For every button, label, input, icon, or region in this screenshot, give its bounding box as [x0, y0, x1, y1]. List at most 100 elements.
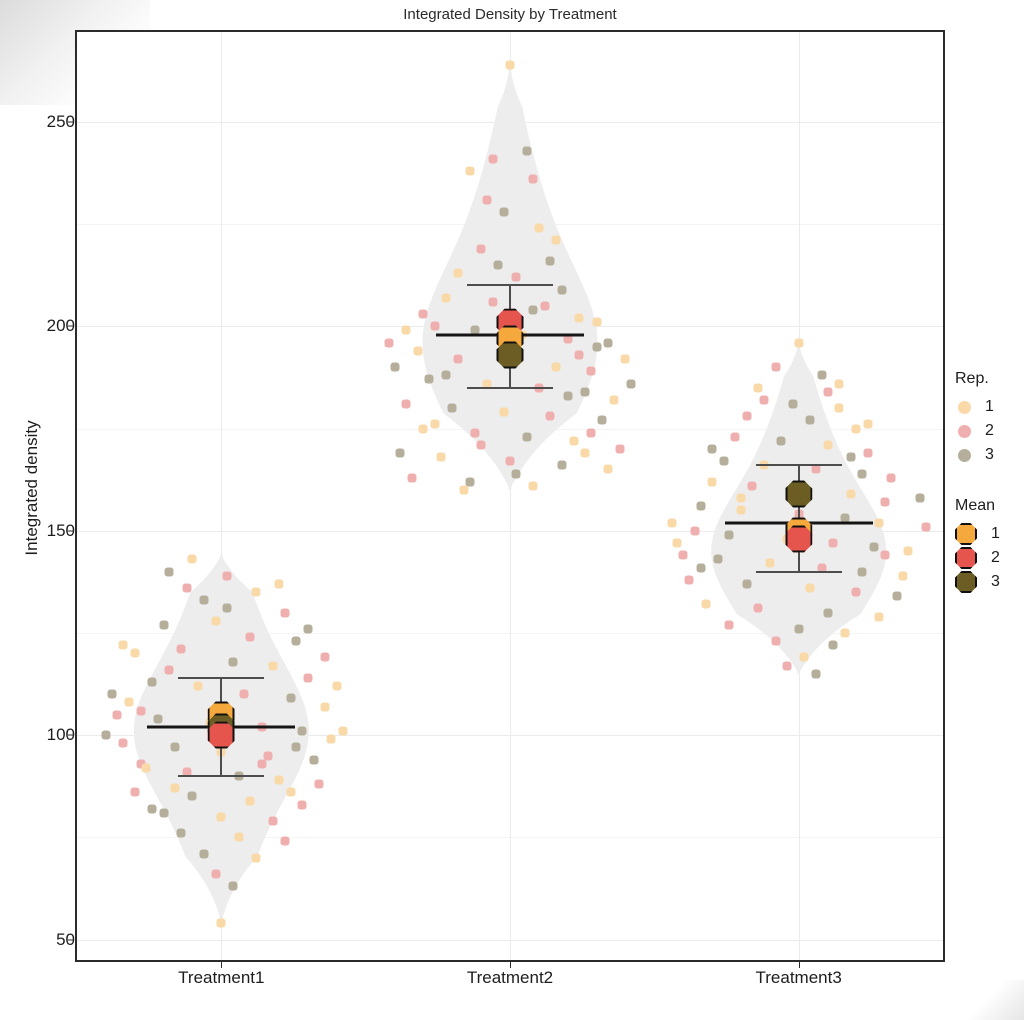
- jitter-point: [863, 419, 873, 429]
- jitter-point: [141, 763, 151, 773]
- violin-treatment2: [422, 64, 598, 490]
- jitter-point: [476, 440, 486, 450]
- y-tick-mark: [68, 325, 74, 327]
- jitter-point: [488, 154, 498, 164]
- jitter-point: [332, 681, 342, 691]
- jitter-point: [465, 477, 475, 487]
- jitter-point: [136, 759, 145, 769]
- mean-marker-rep-2[interactable]: [785, 525, 813, 553]
- jitter-point: [199, 849, 209, 859]
- y-tick-mark: [68, 939, 74, 941]
- y-tick-label: 250: [46, 111, 75, 131]
- jitter-point: [609, 395, 619, 405]
- jitter-point: [176, 644, 186, 654]
- jitter-point: [742, 411, 752, 421]
- jitter-point: [407, 473, 417, 483]
- jitter-point: [482, 195, 492, 205]
- jitter-point: [303, 673, 313, 683]
- jitter-point: [257, 759, 267, 769]
- jitter-point: [182, 767, 192, 777]
- legend-block-rep: Rep. 1 2 3: [955, 370, 1024, 467]
- legend-item-mean-3[interactable]: 3: [955, 570, 1024, 594]
- jitter-point: [511, 469, 521, 478]
- jitter-point: [898, 571, 908, 581]
- y-tick-label: 50: [56, 929, 75, 949]
- jitter-point: [211, 869, 221, 879]
- jitter-point: [453, 354, 463, 364]
- jitter-point: [557, 285, 567, 295]
- jitter-point: [707, 477, 717, 487]
- legend-title-mean: Mean: [955, 497, 996, 514]
- mean-marker-rep-3[interactable]: [785, 480, 813, 508]
- jitter-point: [874, 518, 884, 528]
- jitter-point: [765, 558, 775, 568]
- jitter-point: [320, 702, 330, 712]
- legend-item-mean-1[interactable]: 1: [955, 522, 1024, 546]
- y-axis-title: Integrated density: [22, 420, 41, 556]
- jitter-point: [395, 448, 405, 458]
- jitter-point: [228, 881, 238, 891]
- jitter-point: [620, 354, 630, 364]
- legend-label-rep-2: 2: [985, 422, 994, 439]
- jitter-point: [684, 575, 694, 585]
- jitter-point: [759, 395, 769, 405]
- jitter-point: [291, 636, 301, 646]
- jitter-point: [326, 734, 336, 744]
- mean-marker-rep-3[interactable]: [496, 341, 524, 369]
- legend-item-rep-2[interactable]: 2: [955, 419, 1024, 443]
- legend-block-mean: Mean 1 2 3: [955, 497, 1024, 594]
- jitter-point: [268, 816, 278, 826]
- jitter-point: [159, 808, 169, 818]
- x-tick-mark: [221, 962, 223, 968]
- violin-treatment3: [711, 342, 887, 674]
- legend: Rep. 1 2 3 Mean 1 2: [955, 370, 1024, 594]
- mean-3-swatch-icon: [955, 571, 977, 593]
- jitter-point: [921, 522, 931, 532]
- jitter-point: [551, 362, 561, 372]
- jitter-point: [170, 742, 180, 752]
- jitter-point: [794, 624, 804, 634]
- jitter-point: [903, 546, 913, 556]
- legend-label-mean-2: 2: [991, 549, 1000, 566]
- jitter-point: [418, 424, 428, 434]
- jitter-point: [528, 174, 538, 184]
- jitter-point: [413, 346, 423, 356]
- legend-item-rep-3[interactable]: 3: [955, 443, 1024, 467]
- jitter-point: [545, 411, 555, 421]
- jitter-point: [470, 428, 480, 438]
- jitter-point: [886, 473, 896, 483]
- jitter-point: [794, 338, 804, 348]
- jitter-point: [799, 652, 809, 662]
- jitter-point: [603, 464, 613, 474]
- jitter-point: [563, 391, 573, 401]
- x-tick-mark: [510, 962, 511, 968]
- jitter-point: [805, 583, 815, 593]
- y-tick-mark: [68, 530, 74, 532]
- jitter-point: [216, 918, 226, 928]
- legend-item-rep-1[interactable]: 1: [955, 395, 1024, 419]
- jitter-point: [540, 301, 550, 311]
- jitter-point: [488, 297, 498, 307]
- gridline-vertical: [510, 32, 511, 960]
- jitter-point: [551, 235, 561, 245]
- jitter-point: [118, 640, 128, 650]
- jitter-point: [147, 677, 157, 687]
- jitter-point: [384, 338, 394, 348]
- jitter-point: [586, 428, 596, 438]
- error-bar-cap-lower: [467, 386, 553, 389]
- jitter-point: [441, 370, 451, 380]
- jitter-point: [390, 362, 400, 372]
- jitter-point: [187, 554, 197, 564]
- jitter-point: [309, 755, 319, 765]
- jitter-point: [846, 489, 856, 499]
- gridline-vertical: [221, 32, 223, 960]
- jitter-point: [707, 444, 717, 454]
- mean-marker-rep-2[interactable]: [207, 721, 235, 749]
- jitter-point: [124, 697, 134, 707]
- jitter-point: [522, 146, 532, 156]
- jitter-point: [297, 800, 307, 810]
- legend-item-mean-2[interactable]: 2: [955, 546, 1024, 570]
- jitter-point: [465, 166, 475, 176]
- jitter-point: [719, 456, 729, 466]
